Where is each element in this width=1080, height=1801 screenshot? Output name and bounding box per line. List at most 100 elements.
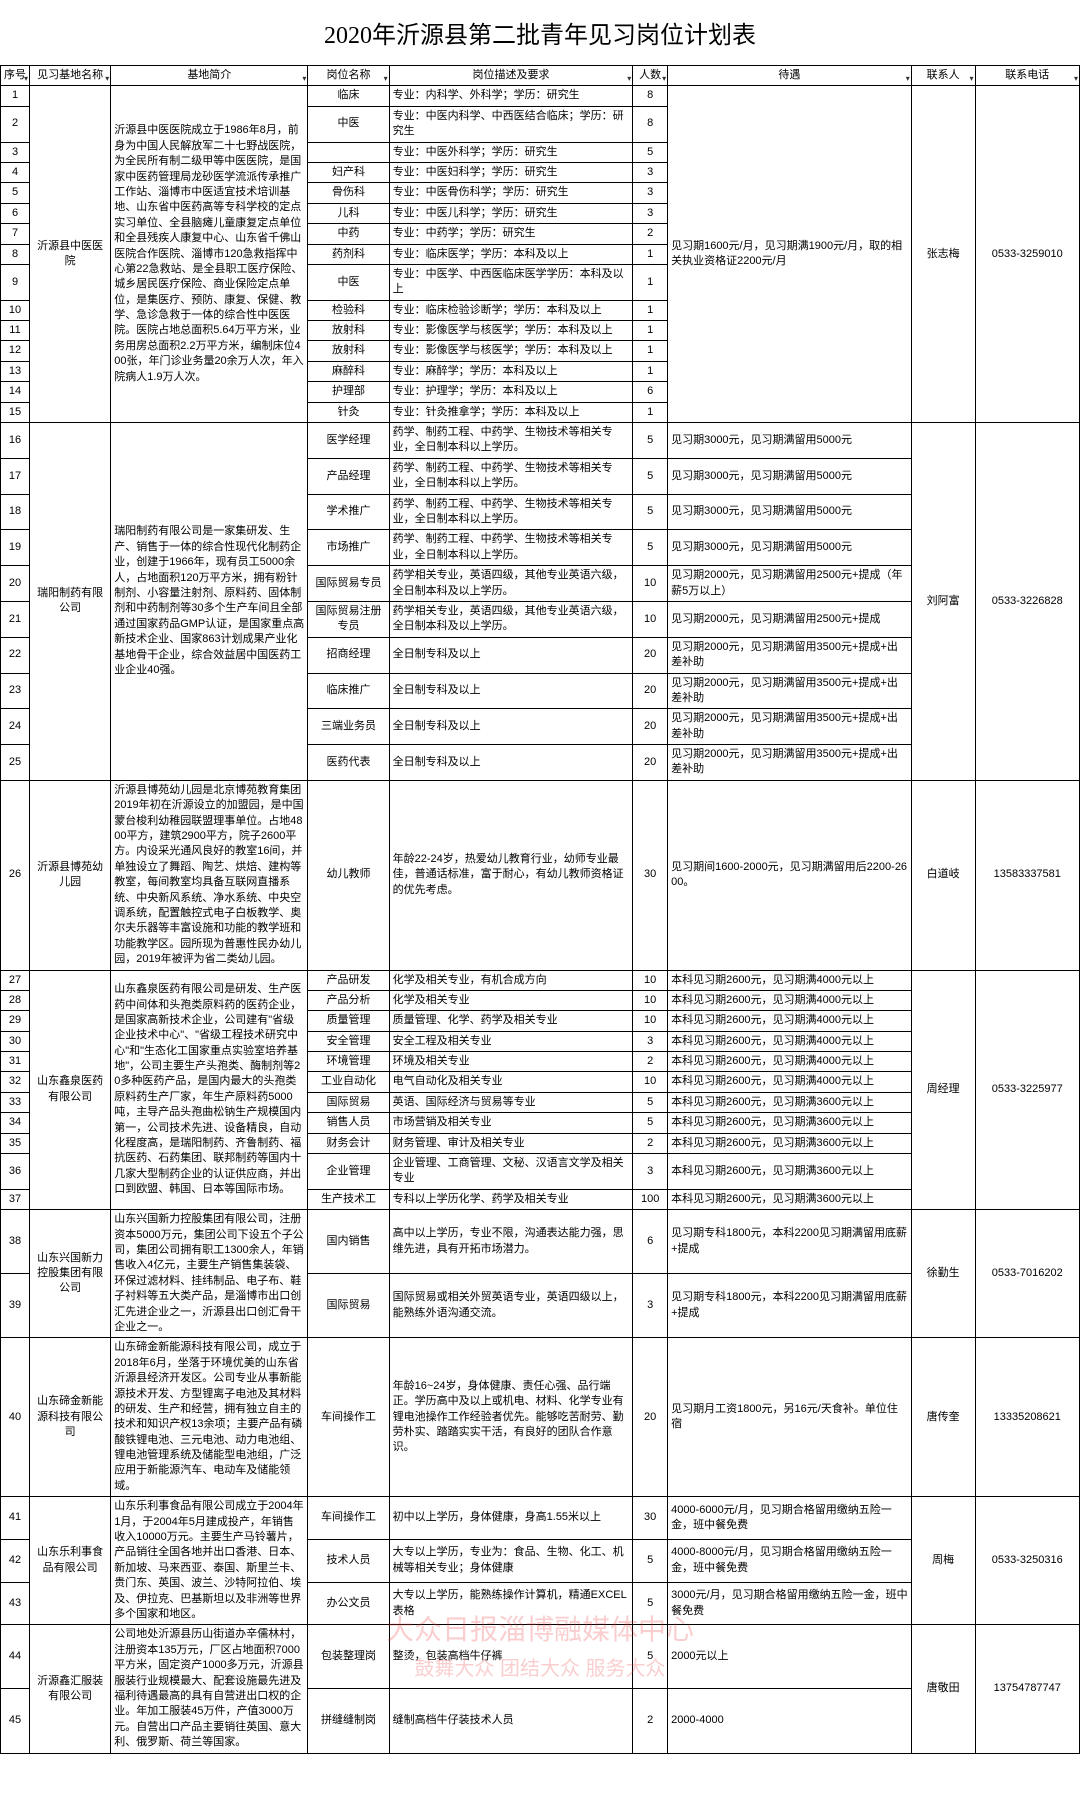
cell-desc: 安全工程及相关专业 [389,1031,633,1051]
cell-pay: 本科见习期2600元，见习期满3600元以上 [668,1113,912,1133]
cell-base-name: 沂源县中医医院 [30,86,111,423]
cell-seq: 7 [1,224,30,244]
cell-seq: 42 [1,1539,30,1582]
cell-seq: 17 [1,458,30,494]
cell-desc: 市场营销及相关专业 [389,1113,633,1133]
cell-position: 检验科 [308,300,389,320]
cell-desc: 英语、国际经济与贸易等专业 [389,1092,633,1112]
cell-pay: 见习期专科1800元，本科2200见习期满留用底薪+提成 [668,1210,912,1274]
cell-num: 1 [633,264,668,300]
cell-position: 中医 [308,264,389,300]
cell-seq: 36 [1,1154,30,1190]
cell-contact: 刘阿富 [911,423,975,781]
cell-seq: 23 [1,673,30,709]
cell-position: 临床 [308,86,389,106]
cell-desc: 专科以上学历化学、药学及相关专业 [389,1189,633,1209]
cell-desc: 整烫，包装高档牛仔裤 [389,1625,633,1689]
cell-position: 包装整理岗 [308,1625,389,1689]
cell-num: 20 [633,1338,668,1497]
cell-pay: 本科见习期2600元，见习期满4000元以上 [668,1011,912,1031]
cell-phone: 0533-3226828 [975,423,1079,781]
cell-pay: 本科见习期2600元，见习期满3600元以上 [668,1133,912,1153]
table-row: 40山东碲金新能源科技有限公司山东碲金新能源科技有限公司，成立于2018年6月，… [1,1338,1080,1497]
cell-desc: 药学、制药工程、中药学、生物技术等相关专业，全日制本科以上学历。 [389,530,633,566]
cell-num: 20 [633,673,668,709]
cell-seq: 40 [1,1338,30,1497]
cell-desc: 药学相关专业，英语四级，其他专业英语六级，全日制本科及以上学历。 [389,601,633,637]
cell-base-name: 山东乐利事食品有限公司 [30,1497,111,1625]
col-header: 联系人▾ [911,66,975,86]
cell-desc: 专业：影像医学与核医学；学历：本科及以上 [389,321,633,341]
cell-contact: 周经理 [911,970,975,1210]
cell-position: 招商经理 [308,637,389,673]
cell-num: 2 [633,1689,668,1753]
col-header: 人数▾ [633,66,668,86]
col-header: 岗位描述及要求▾ [389,66,633,86]
cell-pay: 本科见习期2600元，见习期满4000元以上 [668,1072,912,1092]
cell-pay: 2000元以上 [668,1625,912,1689]
cell-phone: 0533-7016202 [975,1210,1079,1338]
cell-num: 10 [633,1011,668,1031]
cell-desc: 专业：中医学、中西医临床医学学历：本科及以上 [389,264,633,300]
cell-base-name: 沂源县博苑幼儿园 [30,780,111,970]
page-title: 2020年沂源县第二批青年见习岗位计划表 [0,0,1080,65]
cell-base-name: 山东兴国新力控股集团有限公司 [30,1210,111,1338]
cell-intro: 山东乐利事食品有限公司成立于2004年1月，于2004年5月建成投产，年销售收入… [111,1497,308,1625]
cell-pay: 见习期专科1800元，本科2200见习期满留用底薪+提成 [668,1274,912,1338]
cell-seq: 11 [1,321,30,341]
cell-pay: 本科见习期2600元，见习期满4000元以上 [668,990,912,1010]
cell-seq: 32 [1,1072,30,1092]
cell-phone: 13335208621 [975,1338,1079,1497]
cell-seq: 27 [1,970,30,990]
cell-intro: 山东兴国新力控股集团有限公司，注册资本5000万元，集团公司下设五个子公司，集团… [111,1210,308,1338]
cell-position: 骨伤科 [308,183,389,203]
cell-seq: 44 [1,1625,30,1689]
cell-desc: 专业：中医骨伤科学；学历：研究生 [389,183,633,203]
cell-desc: 专业：内科学、外科学；学历：研究生 [389,86,633,106]
cell-seq: 39 [1,1274,30,1338]
cell-base-name: 瑞阳制药有限公司 [30,423,111,781]
cell-position: 国际贸易注册专员 [308,601,389,637]
cell-seq: 21 [1,601,30,637]
cell-num: 1 [633,300,668,320]
table-row: 16瑞阳制药有限公司瑞阳制药有限公司是一家集研发、生产、销售于一体的综合性现代化… [1,423,1080,459]
cell-position: 学术推广 [308,494,389,530]
cell-desc: 质量管理、化学、药学及相关专业 [389,1011,633,1031]
cell-desc: 专业：临床检验诊断学；学历：本科及以上 [389,300,633,320]
cell-desc: 专业：影像医学与核医学；学历：本科及以上 [389,341,633,361]
cell-position: 医药代表 [308,745,389,781]
cell-num: 6 [633,1210,668,1274]
cell-position: 办公文员 [308,1582,389,1625]
cell-pay: 本科见习期2600元，见习期满3600元以上 [668,1154,912,1190]
cell-desc: 药学、制药工程、中药学、生物技术等相关专业，全日制本科以上学历。 [389,458,633,494]
cell-desc: 专业：中医外科学；学历：研究生 [389,142,633,162]
cell-position: 产品分析 [308,990,389,1010]
cell-intro: 山东碲金新能源科技有限公司，成立于2018年6月，坐落于环境优美的山东省沂源县经… [111,1338,308,1497]
cell-num: 5 [633,1539,668,1582]
cell-seq: 25 [1,745,30,781]
table-row: 44沂源鑫汇服装有限公司公司地处沂源县历山街道办辛儒林村，注册资本135万元，厂… [1,1625,1080,1689]
cell-seq: 3 [1,142,30,162]
cell-position: 产品经理 [308,458,389,494]
cell-seq: 45 [1,1689,30,1753]
cell-position: 国内销售 [308,1210,389,1274]
cell-position: 国际贸易 [308,1092,389,1112]
cell-num: 30 [633,780,668,970]
cell-desc: 药学、制药工程、中药学、生物技术等相关专业，全日制本科以上学历。 [389,423,633,459]
cell-num: 1 [633,244,668,264]
cell-intro: 沂源县中医医院成立于1986年8月，前身为中国人民解放军二十七野战医院，为全民所… [111,86,308,423]
cell-num: 1 [633,361,668,381]
cell-position: 幼儿教师 [308,780,389,970]
cell-contact: 白道岐 [911,780,975,970]
cell-seq: 16 [1,423,30,459]
cell-seq: 2 [1,106,30,142]
cell-desc: 专业：中医内科学、中西医结合临床；学历：研究生 [389,106,633,142]
cell-desc: 专业：针灸推拿学；学历：本科及以上 [389,402,633,422]
cell-seq: 6 [1,203,30,223]
cell-intro: 瑞阳制药有限公司是一家集研发、生产、销售于一体的综合性现代化制药企业，创建于19… [111,423,308,781]
cell-num: 5 [633,423,668,459]
col-header: 岗位名称▾ [308,66,389,86]
cell-pay: 见习期2000元，见习期满留用2500元+提成 [668,601,912,637]
cell-desc: 药学、制药工程、中药学、生物技术等相关专业，全日制本科以上学历。 [389,494,633,530]
cell-seq: 30 [1,1031,30,1051]
